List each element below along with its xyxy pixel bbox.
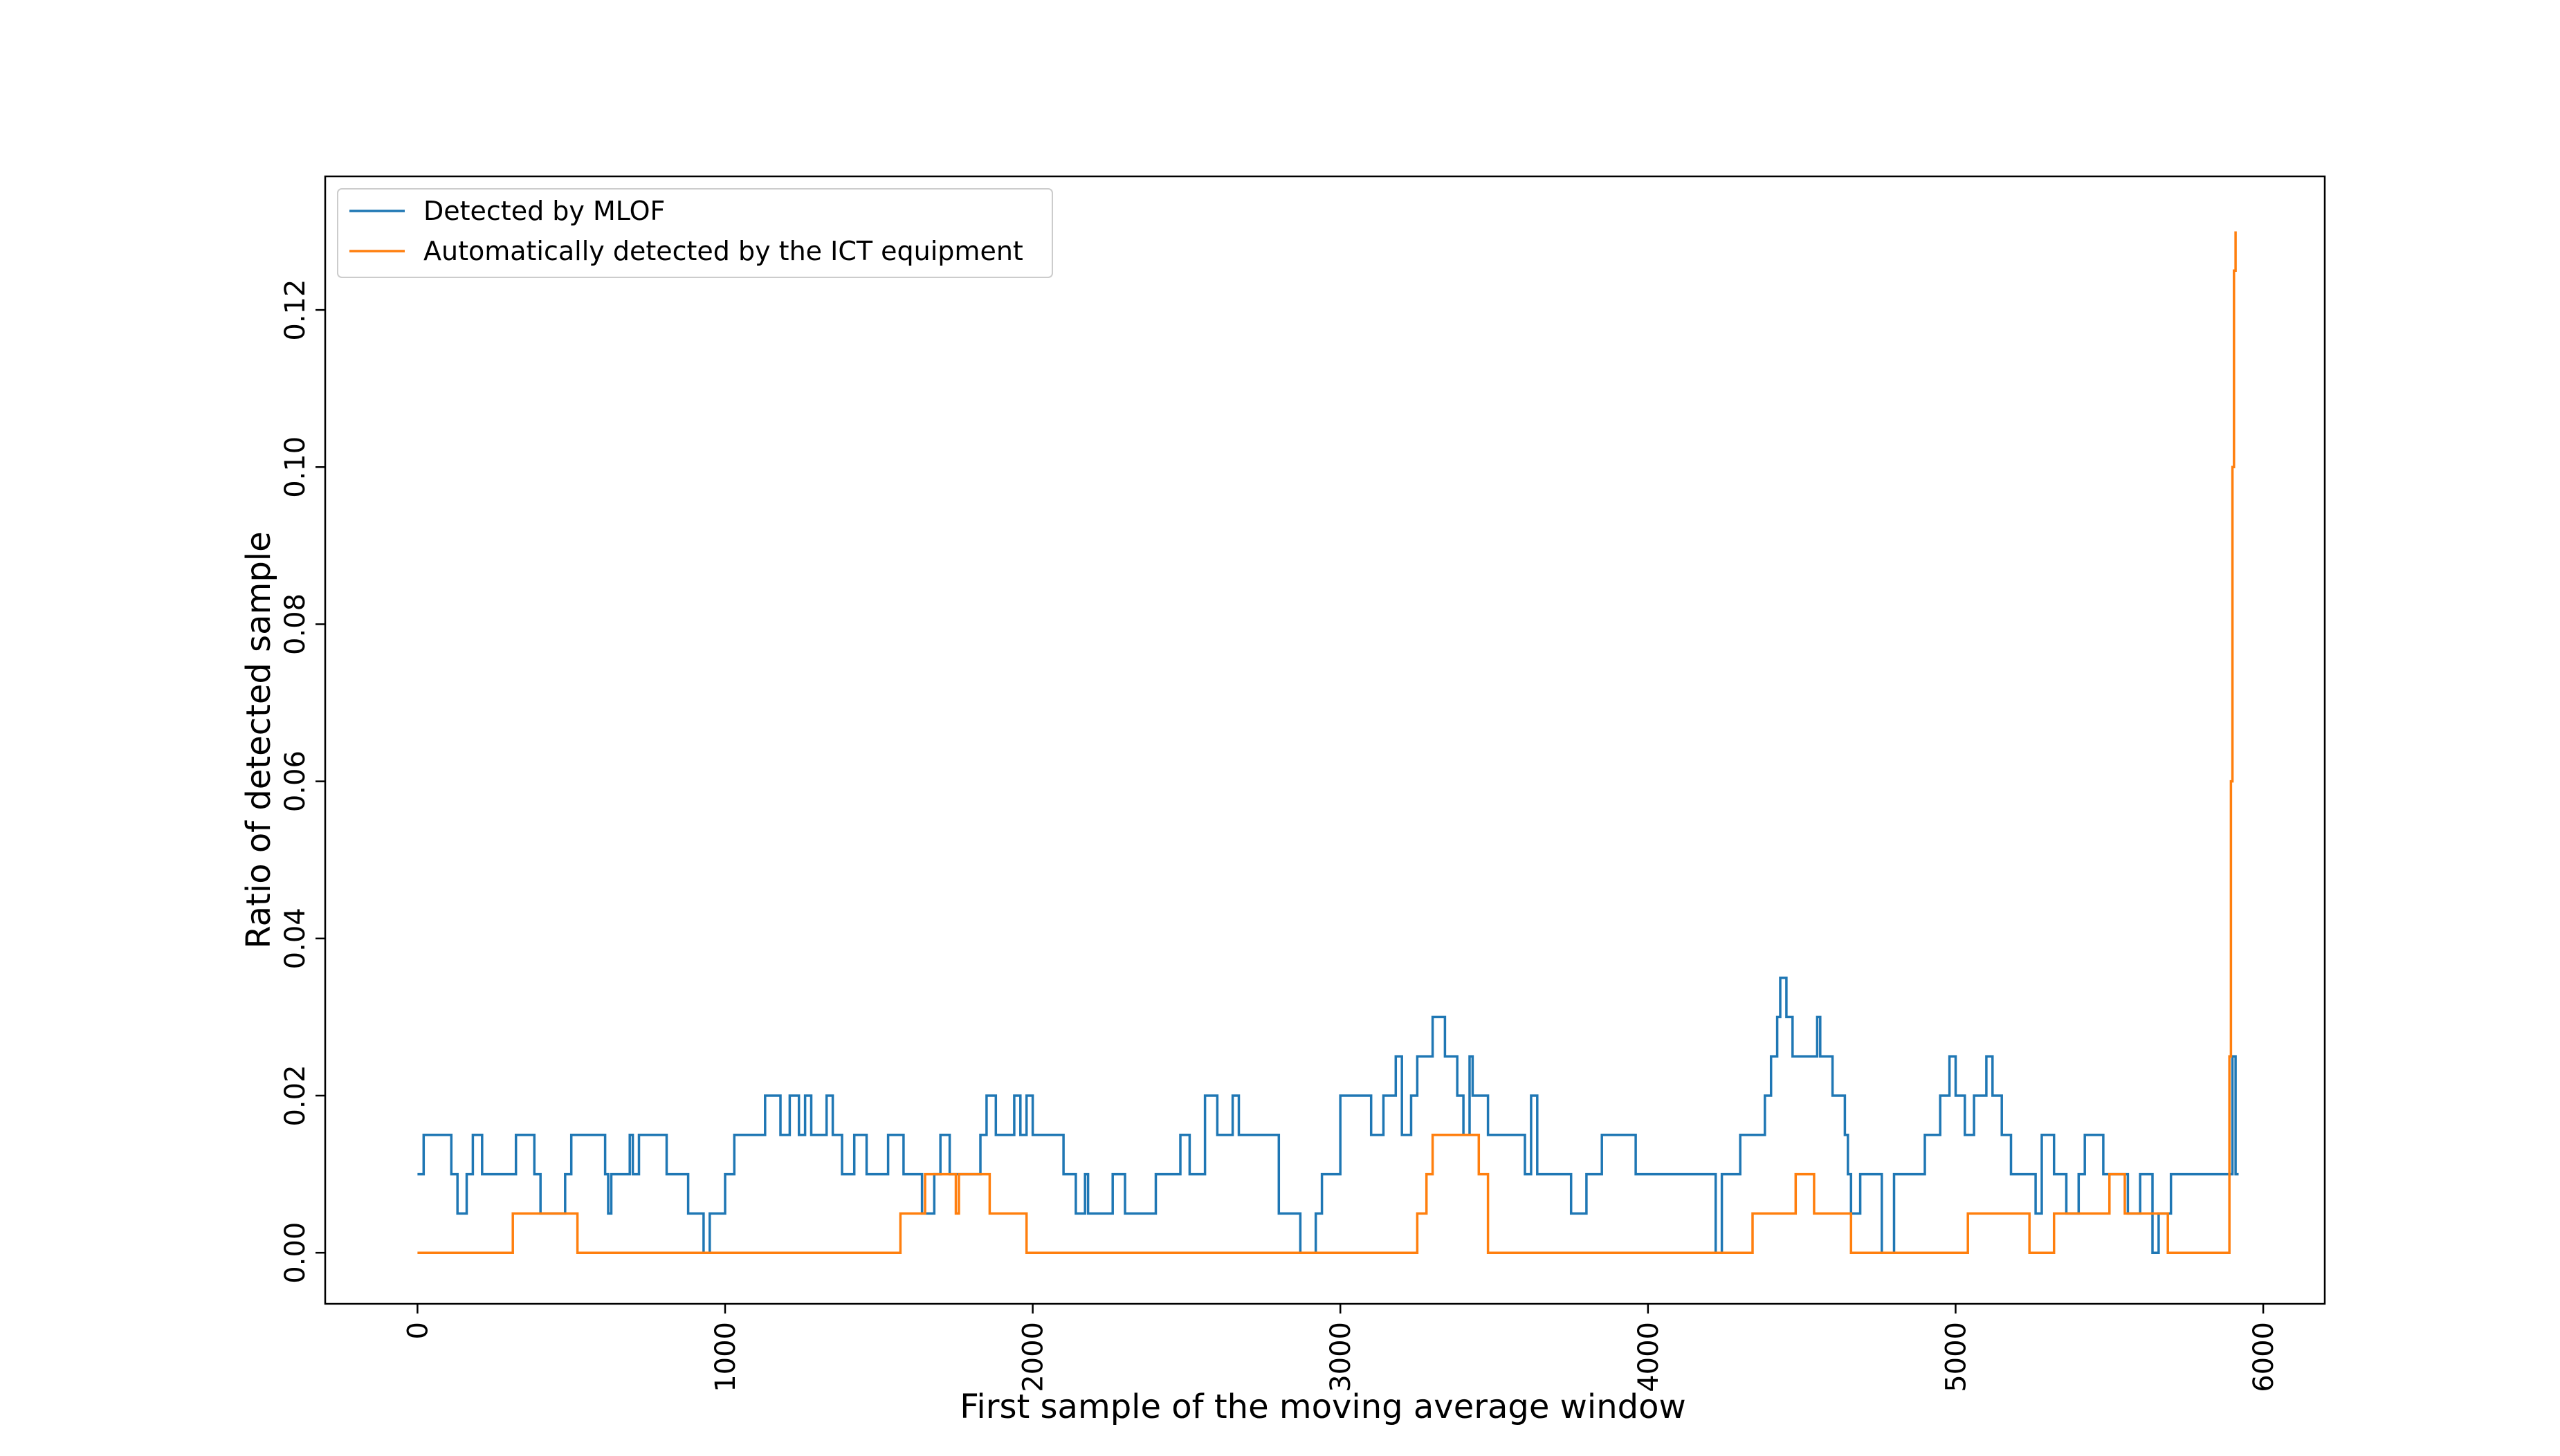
- x-tick-label: 4000: [1633, 1322, 1665, 1392]
- series-line-mlof: [417, 976, 2239, 1254]
- x-axis-title: First sample of the moving average windo…: [960, 1388, 1685, 1426]
- legend: Detected by MLOF Automatically detected …: [337, 188, 1053, 278]
- y-tick-label: 0.06: [280, 750, 311, 812]
- x-tick-label: 6000: [2248, 1322, 2280, 1392]
- x-tick-label: 1000: [710, 1322, 742, 1392]
- series-line-ict: [417, 231, 2237, 1254]
- y-tick-label: 0.04: [280, 907, 311, 969]
- y-tick-label: 0.08: [280, 593, 311, 655]
- legend-box: [337, 188, 1053, 278]
- x-tick-label: 2000: [1018, 1322, 1050, 1392]
- y-tick-label: 0.02: [280, 1065, 311, 1126]
- y-tick-label: 0.12: [280, 279, 311, 341]
- x-tick-label: 5000: [1940, 1322, 1972, 1392]
- plot-background: [325, 176, 2325, 1304]
- legend-label-mlof: Detected by MLOF: [423, 196, 665, 226]
- y-axis: 0.00 0.02 0.04 0.06 0.08 0.10 0.12: [280, 279, 325, 1284]
- x-axis: 0 1000 2000 3000 4000 5000 6000: [402, 1304, 2280, 1392]
- plot-frame: [324, 175, 2326, 1305]
- x-tick-label: 0: [402, 1322, 434, 1339]
- legend-label-ict: Automatically detected by the ICT equipm…: [423, 236, 1023, 266]
- y-axis-title: Ratio of detected sample: [239, 531, 278, 948]
- y-tick-label: 0.00: [280, 1222, 311, 1284]
- y-tick-label: 0.10: [280, 436, 311, 498]
- series-layer: [417, 231, 2239, 1254]
- x-tick-label: 3000: [1325, 1322, 1357, 1392]
